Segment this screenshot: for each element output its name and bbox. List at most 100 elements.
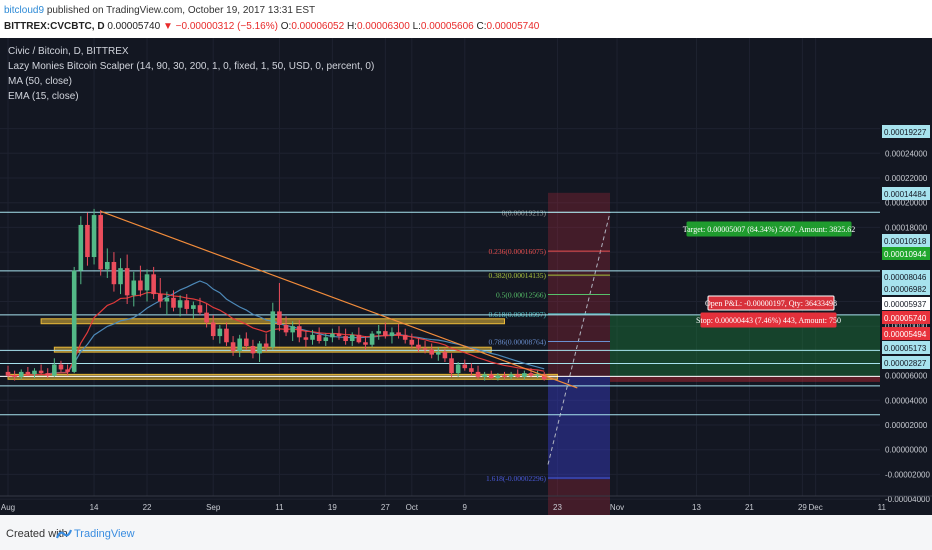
publish-line: bitcloud9 published on TradingView.com, … <box>4 5 315 16</box>
close-value: 0.00005740 <box>486 21 540 32</box>
fib-red-zone-lower <box>548 479 610 515</box>
y-axis-tick: 0.00022000 <box>885 174 928 183</box>
x-axis-tick: Oct <box>406 503 419 512</box>
candle-body <box>45 373 51 376</box>
candle-body <box>462 364 468 369</box>
stop-label-box <box>700 312 837 328</box>
y-tag-label: 0.00006982 <box>884 285 927 294</box>
y-tag-label: 0.00010944 <box>884 250 927 259</box>
candle-body <box>508 374 514 377</box>
y-tag-label: 0.00005173 <box>884 344 927 353</box>
candle-body <box>171 297 176 308</box>
candle-body <box>303 337 309 340</box>
open-label: O: <box>280 21 292 32</box>
tradingview-link[interactable]: TradingView <box>74 528 135 540</box>
chart-legend: Civic / Bitcoin, D, BITTREX Lazy Monies … <box>8 46 374 102</box>
candle-body <box>290 326 295 333</box>
y-tag-bg <box>882 187 930 200</box>
x-axis-labels: Aug 14 22 Sep 11 19 27 Oct 9 23 Nov 13 21 29 Dec 11 <box>1 503 887 512</box>
y-axis-tick: 0.00006000 <box>885 372 928 381</box>
price-chart[interactable]: 0(0.00019213) 0.236(0.00016075) 0.382(0.00… <box>0 38 932 515</box>
y-tag-label: 0.00005494 <box>884 330 927 339</box>
candle-body <box>436 352 441 355</box>
y-axis-tick: -0.00002000 <box>885 470 930 479</box>
y-tag-label: 0.00005937 <box>884 300 927 309</box>
target-label-box <box>686 221 852 237</box>
fib-level-label: 1.618(-0.00002296) <box>486 474 546 483</box>
y-tag-label: 0.00002827 <box>884 359 927 368</box>
y-tag-bg <box>882 327 930 340</box>
candle-body <box>522 373 527 377</box>
candle-body <box>383 331 388 337</box>
candle-body <box>144 274 150 291</box>
trendline[interactable] <box>100 210 578 389</box>
x-axis-tick: 11 <box>275 503 284 512</box>
candle-body <box>38 370 44 374</box>
target-label: Target: 0.00005007 (84.34%) 5007, Amount… <box>683 225 855 234</box>
candle-body <box>376 331 382 334</box>
candle-body <box>111 261 117 285</box>
candle-body <box>283 324 289 333</box>
published-text: published on TradingView.com, October 19… <box>46 5 316 16</box>
fib-level-label: 0(0.00019213) <box>502 208 547 217</box>
symbol-line: BITTREX:CVCBTC, D 0.00005740 ▼ −0.000003… <box>4 21 539 32</box>
fib-level-label: 0.786(0.00008764) <box>489 337 547 346</box>
y-tag-bg <box>882 297 930 310</box>
candle-body <box>336 333 342 337</box>
candlesticks <box>5 208 547 381</box>
x-axis-tick: Dec <box>809 503 823 512</box>
y-tag-label: 0.00010918 <box>884 237 927 246</box>
candle-body <box>157 294 163 302</box>
y-tag-bg <box>882 125 930 138</box>
low-label: L: <box>412 21 421 32</box>
y-tag-label: 0.00008046 <box>884 273 927 282</box>
candle-body <box>18 371 24 377</box>
y-axis-tick: 0.00000000 <box>885 446 928 455</box>
candle-body <box>244 338 249 346</box>
legend-indicator-scalper: Lazy Monies Bitcoin Scalper (14, 90, 30,… <box>8 61 374 72</box>
y-tag-bg <box>882 356 930 369</box>
candle-body <box>389 332 395 337</box>
x-axis-tick: 13 <box>692 503 701 512</box>
candle-body <box>422 348 428 350</box>
ema-line <box>7 291 545 377</box>
projection-line <box>547 212 611 465</box>
candle-body <box>12 375 17 377</box>
candle-body <box>52 364 57 376</box>
y-axis-tick: 0.00010000 <box>885 322 928 331</box>
x-axis-tick: 22 <box>143 503 152 512</box>
candle-body <box>482 374 487 377</box>
candle-body <box>118 268 123 285</box>
fib-level-label: 0.382(0.00014135) <box>489 271 547 280</box>
down-arrow-icon: ▼ <box>162 21 173 32</box>
price-axis[interactable] <box>880 38 932 496</box>
low-value: 0.00005606 <box>420 21 474 32</box>
price-change: −0.00000312 (−5.16%) <box>175 21 278 32</box>
candle-body <box>184 300 190 309</box>
candle-body <box>25 371 31 375</box>
y-tag-label: 0.00019227 <box>884 128 927 137</box>
candle-body <box>416 344 421 349</box>
candle-body <box>323 337 329 342</box>
y-tag-bg <box>882 234 930 247</box>
y-tag-bg <box>882 282 930 295</box>
horizontal-lines[interactable] <box>0 211 880 416</box>
open-pnl-label-box <box>707 295 835 311</box>
candle-body <box>230 342 236 351</box>
candle-body <box>138 280 143 291</box>
x-axis-tick: 14 <box>90 503 99 512</box>
trade-labels: Target: 0.00005007 (84.34%) 5007, Amount… <box>683 221 855 328</box>
candle-body <box>475 371 481 377</box>
candle-body <box>356 334 362 343</box>
y-axis-tick: 0.00018000 <box>885 223 928 232</box>
candle-body <box>442 352 448 359</box>
fib-red-zone <box>548 192 610 377</box>
candle-body <box>250 345 256 354</box>
y-axis-tick: 0.00004000 <box>885 396 928 405</box>
legend-ma: MA (50, close) <box>8 76 72 87</box>
author-link[interactable]: bitcloud9 <box>4 5 45 16</box>
stop-zone <box>610 376 880 382</box>
x-axis-tick: Aug <box>1 503 15 512</box>
candle-body <box>105 261 110 270</box>
candle-body <box>515 374 521 377</box>
